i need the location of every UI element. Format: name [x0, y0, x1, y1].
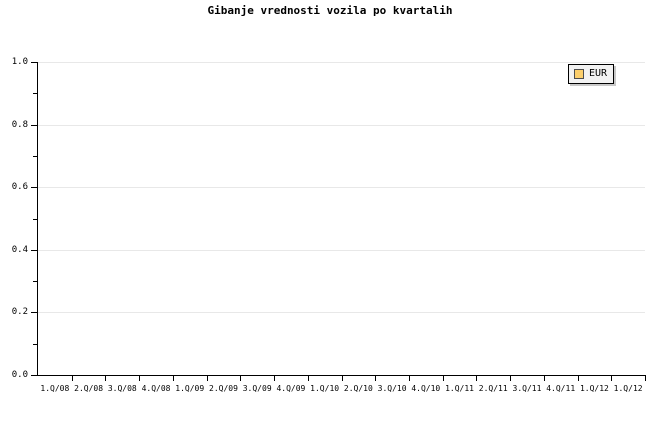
plot-area	[38, 62, 645, 376]
y-axis-tick-major	[31, 187, 37, 189]
x-axis-label: 2.Q/08	[74, 384, 104, 393]
x-axis-label: 4.Q/09	[276, 384, 306, 393]
x-axis-tick	[544, 376, 545, 381]
x-axis-label: 1.Q/11	[445, 384, 474, 393]
y-axis-tick-minor	[33, 218, 37, 220]
y-axis-tick-minor	[33, 93, 37, 95]
x-axis-tick	[105, 376, 106, 381]
x-axis-tick	[611, 376, 612, 381]
chart-title: Gibanje vrednosti vozila po kvartalih	[207, 4, 453, 17]
x-axis-tick	[139, 376, 140, 381]
x-axis-line	[37, 375, 646, 376]
x-axis-label: 2.Q/11	[478, 384, 508, 393]
y-axis-label: 0.0	[11, 370, 28, 380]
y-axis-label: 0.6	[11, 182, 28, 193]
x-axis-tick	[274, 376, 275, 381]
legend-swatch-eur-icon	[574, 69, 584, 79]
x-axis-label: 1.Q/10	[310, 384, 340, 393]
x-axis-tick	[308, 376, 309, 381]
x-axis-tick	[240, 376, 241, 381]
gridline-horizontal	[38, 249, 645, 251]
y-axis-tick-major	[31, 249, 37, 251]
y-axis-tick-major	[31, 124, 37, 126]
gridline-horizontal	[38, 62, 645, 63]
y-axis-line	[37, 62, 38, 376]
x-axis-tick	[207, 376, 208, 381]
x-axis-tick	[409, 376, 410, 381]
y-axis-tick-minor	[33, 155, 37, 157]
gridline-horizontal	[38, 187, 645, 189]
x-axis-label: 1.Q/09	[175, 384, 205, 393]
x-axis-tick	[476, 376, 477, 381]
y-axis-tick-minor	[33, 281, 37, 283]
x-axis-label: 2.Q/10	[343, 384, 373, 393]
x-axis-tick	[578, 376, 579, 381]
gridline-horizontal	[38, 312, 645, 314]
gridline-horizontal	[38, 124, 645, 126]
x-axis-label: 4.Q/11	[546, 384, 576, 393]
x-axis-label: 3.Q/11	[512, 384, 542, 393]
y-axis-label: 0.8	[11, 119, 28, 130]
chart-legend[interactable]: EUR	[568, 64, 615, 84]
x-axis-tick	[72, 376, 73, 381]
x-axis-label: 1.Q/08	[40, 384, 70, 393]
x-axis-tick	[510, 376, 511, 381]
x-axis-label: 1.Q/12	[613, 384, 643, 393]
x-axis-tick	[342, 376, 343, 381]
x-axis-tick	[645, 376, 646, 381]
x-axis-label: 3.Q/08	[107, 384, 137, 393]
x-axis-tick	[173, 376, 174, 381]
x-axis-tick	[375, 376, 376, 381]
x-axis-label: 1.Q/12	[579, 384, 609, 393]
y-axis-tick-major	[31, 312, 37, 314]
x-axis-label: 4.Q/08	[141, 384, 171, 393]
y-axis-tick-major	[31, 375, 37, 376]
y-axis-tick-major	[31, 62, 37, 63]
y-axis-label: 0.2	[11, 307, 28, 318]
legend-label-eur: EUR	[589, 68, 608, 79]
x-axis-label: 4.Q/10	[411, 384, 441, 393]
y-axis-tick-minor	[33, 343, 37, 345]
y-axis-label: 0.4	[11, 244, 28, 255]
x-axis-label: 2.Q/09	[209, 384, 238, 393]
x-axis-label: 3.Q/10	[377, 384, 407, 393]
x-axis-tick	[443, 376, 444, 381]
y-axis-label: 1.0	[11, 57, 28, 67]
x-axis-label: 3.Q/09	[242, 384, 272, 393]
